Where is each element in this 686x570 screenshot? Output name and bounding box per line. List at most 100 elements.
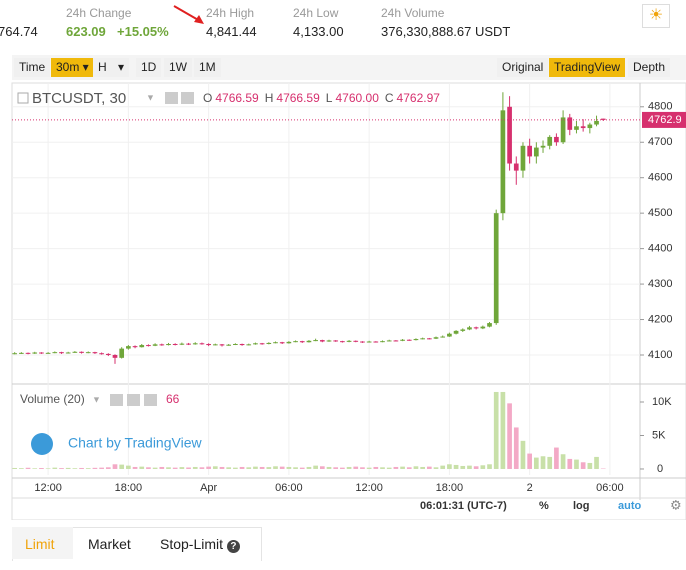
settings-icon: [110, 394, 123, 406]
chart: 12:00 18:00 Apr 06:00 12:00 18:00 2 06:00 4100 42…: [11, 82, 686, 520]
vol-y-tick-label: 10K: [652, 396, 672, 408]
candle-body: [52, 352, 58, 354]
volume-bar: [206, 466, 211, 469]
candle-body: [286, 341, 292, 344]
time-button[interactable]: Time: [14, 58, 51, 77]
legend-arrow: ▼: [92, 394, 101, 404]
candle-body: [493, 213, 499, 324]
interval-button[interactable]: 30m ▾: [51, 58, 94, 77]
volume-bar: [293, 467, 298, 469]
chart-type-text: H: [98, 60, 107, 74]
volume-bar: [333, 467, 339, 469]
candle-body: [360, 341, 365, 343]
candle-body: [460, 329, 466, 331]
volume-bar: [39, 468, 44, 469]
candle-body: [440, 336, 446, 338]
percent-button[interactable]: %: [539, 500, 549, 512]
volume-bar: [52, 467, 58, 469]
volume-bar: [85, 468, 91, 469]
volume-bar: [166, 467, 171, 469]
high-value: 4,841.44: [206, 24, 257, 39]
volume-bar: [219, 466, 225, 469]
volume-bar: [226, 467, 232, 469]
log-button[interactable]: log: [573, 500, 590, 512]
watermark: Chart by TradingView: [68, 435, 202, 451]
volume-bar: [32, 468, 38, 469]
1w-button[interactable]: 1W: [164, 58, 192, 77]
vol-y-tick-label: 0: [657, 463, 663, 475]
candle-body: [206, 343, 211, 346]
1m-button[interactable]: 1M: [194, 58, 221, 77]
interval-text: 30m: [56, 60, 80, 74]
ohlc-value: 4760.00: [335, 91, 379, 105]
volume-bar: [440, 465, 446, 469]
candle-body: [594, 120, 599, 125]
depth-button[interactable]: Depth: [628, 58, 671, 77]
market-tab[interactable]: Market: [88, 536, 131, 552]
candle-body: [273, 342, 278, 344]
volume-bar: [420, 466, 425, 469]
candle-body: [259, 343, 265, 345]
legend-arrow: ▼: [146, 92, 155, 102]
last-price: 764.74: [0, 24, 38, 39]
volume-bar: [99, 467, 104, 469]
candle-body: [32, 352, 38, 354]
volume-bar: [152, 467, 158, 469]
candle-body: [520, 145, 526, 171]
1d-button[interactable]: 1D: [136, 58, 162, 77]
y-tick-label: 4800: [648, 101, 672, 113]
volume-bar: [65, 467, 71, 469]
volume-bar: [574, 459, 579, 469]
candle-body: [500, 110, 506, 214]
y-tick-label: 4200: [648, 313, 672, 325]
candle-body: [72, 351, 78, 353]
settings-icon: [127, 394, 140, 406]
tradingview-button[interactable]: TradingView: [549, 58, 626, 77]
volume-bar: [580, 462, 586, 469]
volume-bar: [507, 403, 512, 469]
candle-body: [447, 333, 452, 337]
volume-bar: [340, 467, 345, 469]
ohlc-label: L: [326, 91, 333, 105]
volume-bar: [400, 466, 405, 469]
volume-bar: [554, 447, 559, 469]
volume-bar: [273, 466, 278, 469]
volume-bar: [159, 466, 165, 469]
chart-type-button[interactable]: H ▾: [93, 58, 129, 77]
candle-body: [39, 352, 44, 354]
candle-body: [99, 353, 104, 355]
ohlc-value: 4762.97: [397, 91, 441, 105]
ohlc-label: H: [265, 91, 274, 105]
volume-bar: [567, 458, 573, 469]
candle-body: [547, 136, 553, 146]
auto-button[interactable]: auto: [618, 500, 642, 512]
volume-bar: [393, 466, 399, 469]
candle-body: [19, 352, 24, 354]
volume-last: 66: [166, 392, 180, 406]
volume-bar: [259, 466, 265, 469]
volume-bar: [386, 467, 392, 469]
original-button[interactable]: Original: [497, 58, 549, 77]
volume-bar: [366, 467, 372, 469]
volume-bar: [126, 465, 131, 469]
theme-button[interactable]: ☀: [642, 4, 670, 28]
candle-body: [420, 338, 425, 340]
candle-body: [152, 344, 158, 346]
candle-body: [226, 344, 232, 346]
last-price-tag-bg: [642, 111, 686, 128]
volume-bar: [473, 466, 479, 469]
volume-bar: [426, 466, 432, 469]
candle-body: [299, 341, 305, 343]
volume-bar: [527, 453, 532, 469]
candle-body: [266, 342, 272, 344]
stop-limit-tab[interactable]: Stop-Limit ?: [160, 536, 240, 553]
limit-tab[interactable]: Limit: [25, 536, 55, 552]
candle-body: [159, 344, 165, 346]
candle-body: [386, 340, 392, 342]
candle-body: [567, 117, 573, 130]
volume-bar: [533, 457, 539, 469]
volume-bar: [594, 456, 599, 469]
candle-body: [293, 341, 298, 343]
volume-bar: [346, 466, 352, 469]
candle-body: [313, 340, 318, 342]
